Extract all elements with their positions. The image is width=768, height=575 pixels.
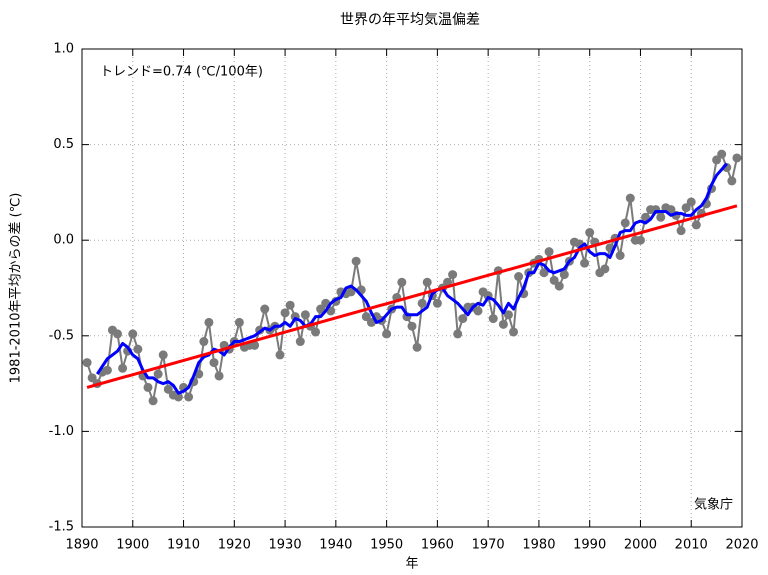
data-point (417, 298, 427, 308)
data-point (432, 298, 442, 308)
data-point (686, 197, 696, 207)
data-point (102, 365, 112, 375)
x-tick-label: 1970 (472, 538, 505, 553)
y-tick-label: 0.5 (53, 137, 74, 152)
data-point (133, 344, 143, 354)
data-point (148, 396, 158, 406)
data-point (676, 226, 686, 236)
data-point (514, 272, 524, 282)
data-point (184, 392, 194, 402)
data-point (260, 304, 270, 314)
data-point (620, 218, 630, 228)
data-point (397, 277, 407, 287)
x-tick-label: 2010 (675, 538, 708, 553)
plot-frame (81, 48, 743, 528)
data-point (458, 314, 468, 324)
data-point (503, 310, 513, 320)
data-point (473, 306, 483, 316)
data-point (615, 250, 625, 260)
data-point (199, 337, 209, 347)
data-point (600, 264, 610, 274)
data-point (113, 329, 123, 339)
x-tick-label: 2000 (624, 538, 657, 553)
series-line (95, 162, 728, 395)
data-point (453, 329, 463, 339)
data-point (559, 270, 569, 280)
data-point (275, 350, 285, 360)
data-point (118, 363, 128, 373)
data-point (382, 329, 392, 339)
data-point (732, 153, 742, 163)
data-point (539, 268, 549, 278)
annotation: トレンド=0.74 (℃/100年) (100, 65, 263, 80)
data-point (209, 358, 219, 368)
x-tick-label: 1960 (421, 538, 454, 553)
x-tick-label: 1980 (522, 538, 555, 553)
data-point (422, 277, 432, 287)
data-point (656, 212, 666, 222)
y-tick-label: 0.0 (53, 233, 74, 248)
data-point (544, 247, 554, 257)
data-point (214, 371, 224, 381)
y-tick-label: -1.5 (49, 520, 74, 535)
data-point (407, 321, 417, 331)
data-point (585, 228, 595, 238)
data-point (280, 308, 290, 318)
data-point (509, 327, 519, 337)
x-tick-label: 1940 (319, 538, 352, 553)
data-point (295, 337, 305, 347)
data-point (554, 281, 564, 291)
x-tick-label: 1950 (370, 538, 403, 553)
data-point (498, 319, 508, 329)
data-point (82, 358, 92, 368)
data-point (250, 340, 260, 350)
x-tick-label: 2020 (725, 538, 758, 553)
data-point (128, 329, 138, 339)
x-tick-label: 1910 (167, 538, 200, 553)
data-point (234, 317, 244, 327)
x-tick-label: 1990 (573, 538, 606, 553)
series-line (86, 153, 738, 402)
credit: 気象庁 (694, 497, 733, 513)
data-point (300, 310, 310, 320)
chart-title: 世界の年平均気温偏差 (340, 12, 480, 28)
data-point (285, 300, 295, 310)
data-point (448, 270, 458, 280)
x-axis-label: 年 (405, 557, 418, 572)
data-point (351, 256, 361, 266)
data-point (311, 327, 321, 337)
data-point (635, 235, 645, 245)
data-point (153, 369, 163, 379)
data-point (158, 350, 168, 360)
data-point (488, 314, 498, 324)
x-tick-label: 1930 (269, 538, 302, 553)
x-tick-label: 1920 (218, 538, 251, 553)
data-point (412, 342, 422, 352)
data-point (625, 193, 635, 203)
y-tick-label: 1.0 (53, 42, 74, 57)
data-point (691, 220, 701, 230)
x-tick-label: 1890 (65, 538, 98, 553)
y-tick-label: -1.0 (49, 424, 74, 439)
y-axis-label: 1981-2010年平均からの差 (℃) (9, 193, 24, 384)
data-point (717, 149, 727, 159)
data-point (727, 176, 737, 186)
y-tick-label: -0.5 (49, 328, 74, 343)
x-tick-label: 1900 (116, 538, 149, 553)
data-point (173, 392, 183, 402)
data-point (580, 258, 590, 268)
data-point (143, 382, 153, 392)
data-point (204, 317, 214, 327)
series-line (86, 204, 738, 389)
